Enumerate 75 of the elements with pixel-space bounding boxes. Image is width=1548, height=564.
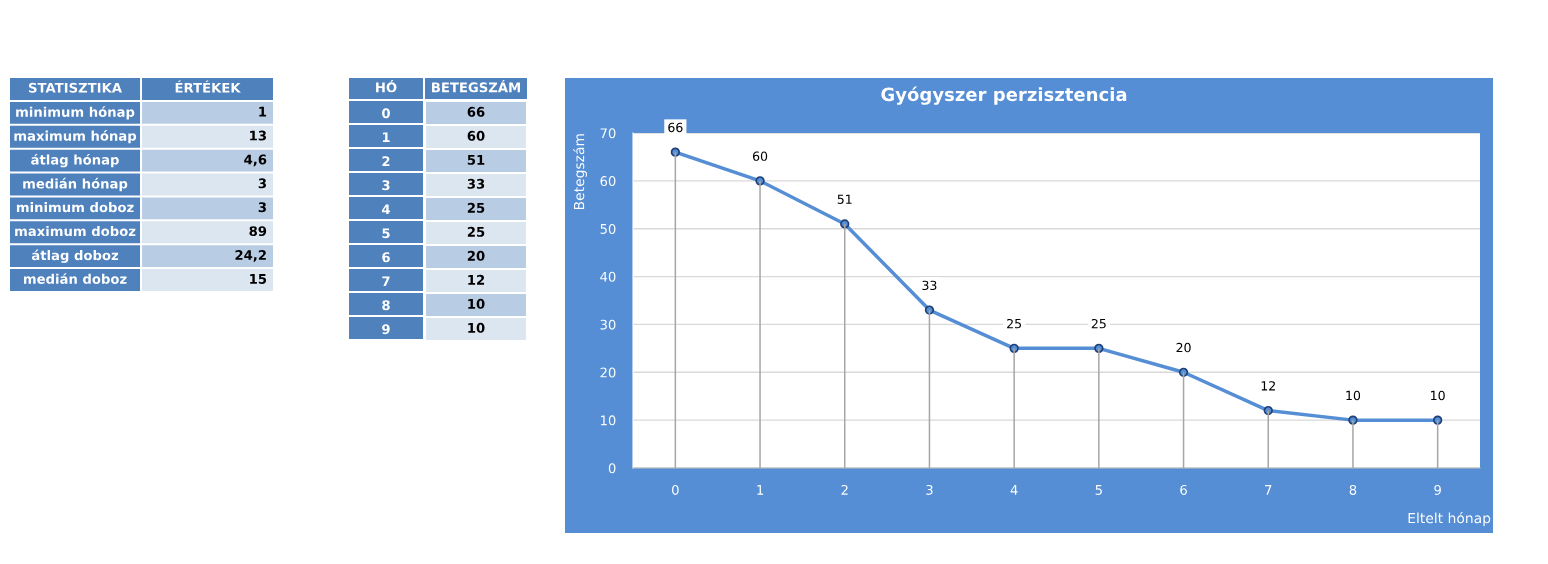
y-tick-label: 9 xyxy=(382,324,390,335)
y-tick-label: 5 xyxy=(382,228,390,239)
data-label: 12 xyxy=(1261,381,1275,391)
x-tick-label: 0 xyxy=(672,484,679,495)
category-label: medián doboz xyxy=(23,273,127,284)
x-tick-label: 5 xyxy=(1095,485,1102,495)
data-label: 10 xyxy=(1346,390,1361,401)
y-tick-label: 4 xyxy=(382,204,390,215)
text: 13 xyxy=(250,130,266,141)
x-tick-label: 7 xyxy=(1265,485,1272,495)
data-label: 51 xyxy=(837,194,852,204)
chart-title: Gyógyszer perzisztencia xyxy=(881,86,1127,105)
data-label: 60 xyxy=(467,130,485,141)
text: 3 xyxy=(258,178,266,189)
data-label: 10 xyxy=(1431,390,1445,401)
y-tick-label: 70 xyxy=(600,128,616,139)
data-label: 10 xyxy=(468,322,485,333)
y-tick-label: 1 xyxy=(382,132,390,143)
data-label: 25 xyxy=(467,226,485,237)
data-label: 66 xyxy=(467,106,485,117)
point xyxy=(670,147,681,157)
x-tick-label: 3 xyxy=(926,484,933,495)
category-label: átlag hónap xyxy=(31,153,119,168)
x-tick-label: 6 xyxy=(1180,484,1187,495)
point xyxy=(1178,367,1189,377)
x-tick-label: 2 xyxy=(841,484,848,495)
x-tick-label: 9 xyxy=(1434,484,1441,495)
y-tick-label: 60 xyxy=(600,176,616,187)
data-label: 20 xyxy=(467,250,485,261)
y-tick-label: 8 xyxy=(382,300,390,311)
data-label: 25 xyxy=(1091,318,1106,329)
x-tick-label: 8 xyxy=(1349,484,1357,495)
x-tick-label: BETEGSZÁM xyxy=(432,79,520,93)
y-axis-title: Betegszám xyxy=(573,134,587,210)
data-label: 66 xyxy=(668,122,683,133)
y-tick-label: 0 xyxy=(382,108,390,119)
x-tick-label: 1 xyxy=(757,485,764,495)
category-label: medián hónap xyxy=(23,177,128,192)
data-label: 10 xyxy=(468,298,485,309)
data-label: 12 xyxy=(468,274,485,285)
text: 89 xyxy=(249,226,267,237)
category-label: minimum hónap xyxy=(16,106,135,120)
text: 3 xyxy=(258,202,266,213)
data-label: 33 xyxy=(467,178,485,189)
y-tick-label: 7 xyxy=(382,276,390,287)
y-tick-label: 30 xyxy=(600,319,616,330)
category-label: maximum doboz xyxy=(15,225,136,237)
text: 15 xyxy=(250,274,267,284)
y-tick-label: 6 xyxy=(382,252,390,263)
y-tick-label: 50 xyxy=(600,223,616,234)
data-label: 25 xyxy=(1007,318,1022,329)
data-label: 25 xyxy=(467,202,485,213)
y-tick-label: 2 xyxy=(382,156,390,167)
text: 4,6 xyxy=(244,154,267,167)
x-axis-title: Eltelt hónap xyxy=(1408,512,1491,526)
data-label: 60 xyxy=(752,151,768,161)
data-label: 20 xyxy=(1176,342,1191,353)
y-tick-label: 40 xyxy=(600,271,616,282)
data-label: 51 xyxy=(467,155,485,165)
text: ÉRTÉKEK xyxy=(175,80,241,93)
x-tick-label: 4 xyxy=(1010,485,1018,495)
data-label: 33 xyxy=(922,280,937,291)
y-axis-title: HÓ xyxy=(376,79,397,93)
text: STATISZTIKA xyxy=(28,82,122,93)
y-tick-label: 10 xyxy=(600,415,616,426)
y-tick-label: 3 xyxy=(382,180,390,191)
point xyxy=(924,305,935,315)
y-tick-label: 20 xyxy=(600,367,616,378)
text: 1 xyxy=(259,106,267,117)
text: 24,2 xyxy=(235,250,266,262)
category-label: átlag doboz xyxy=(31,249,119,263)
category-label: maximum hónap xyxy=(14,130,137,144)
point xyxy=(1432,415,1443,425)
category-label: minimum doboz xyxy=(16,202,134,213)
y-tick-label: 0 xyxy=(608,463,616,474)
